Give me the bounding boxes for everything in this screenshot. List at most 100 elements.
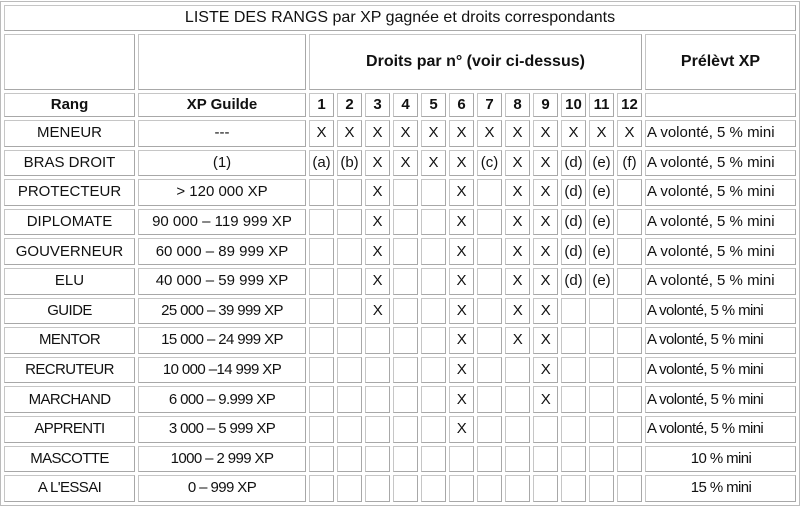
droit-cell: X (505, 267, 530, 295)
droit-cell (365, 475, 390, 502)
droit-cell (477, 415, 502, 443)
droit-cell: (d) (561, 149, 586, 177)
droit-cell (617, 356, 642, 384)
droit-cell (421, 179, 446, 206)
droit-cell (421, 356, 446, 384)
droit-cell (393, 297, 418, 325)
droit-cell (421, 238, 446, 265)
droit-cell: X (533, 267, 558, 295)
prelevement-cell: A volonté, 5 % mini (645, 179, 796, 206)
droit-cell (309, 356, 334, 384)
droit-cell (393, 386, 418, 413)
droit-cell: X (533, 238, 558, 265)
droit-cell (505, 445, 530, 473)
prelevement-cell: A volonté, 5 % mini (645, 208, 796, 236)
droit-cell (561, 356, 586, 384)
rang-cell: DIPLOMATE (4, 208, 135, 236)
droit-cell: X (449, 356, 474, 384)
droit-cell (365, 327, 390, 354)
prelevement-header: Prélèvt XP (645, 34, 796, 90)
prelevement-cell: A volonté, 5 % mini (645, 327, 796, 354)
droit-cell (309, 267, 334, 295)
droit-cell: X (449, 327, 474, 354)
droit-number-header: 1 (309, 93, 334, 117)
rang-cell: PROTECTEUR (4, 179, 135, 206)
xp-header: XP Guilde (138, 93, 306, 117)
header-row: Droits par n° (voir ci-dessus) Prélèvt X… (4, 34, 796, 90)
table-title: LISTE DES RANGS par XP gagnée et droits … (4, 5, 796, 31)
table-row: DIPLOMATE 90 000 – 119 999 XP X X X X (d) (e) A … (4, 208, 796, 236)
droit-cell: (e) (589, 208, 614, 236)
droit-cell: X (449, 238, 474, 265)
droit-cell (309, 386, 334, 413)
droit-cell (365, 386, 390, 413)
droit-number-header: 11 (589, 93, 614, 117)
xp-cell: 90 000 – 119 999 XP (138, 208, 306, 236)
table-row: A L'ESSAI 0 – 999 XP 15 % mini (4, 475, 796, 502)
droit-cell (337, 297, 362, 325)
droit-cell: (e) (589, 149, 614, 177)
prelevement-cell: A volonté, 5 % mini (645, 386, 796, 413)
droit-cell: X (449, 120, 474, 147)
droit-cell: X (533, 297, 558, 325)
droit-cell: X (533, 179, 558, 206)
column-header-row: Rang XP Guilde 1 2 3 4 5 6 7 8 9 10 11 12 (4, 93, 796, 117)
xp-cell: (1) (138, 149, 306, 177)
droit-cell (309, 297, 334, 325)
xp-cell: 1000 – 2 999 XP (138, 445, 306, 473)
droit-cell: X (533, 149, 558, 177)
droit-cell (589, 297, 614, 325)
droit-cell (309, 327, 334, 354)
droit-cell (421, 267, 446, 295)
droit-cell: X (449, 386, 474, 413)
droit-cell: (c) (477, 149, 502, 177)
droit-cell: X (505, 120, 530, 147)
droit-cell (337, 415, 362, 443)
droit-cell: X (365, 297, 390, 325)
prelevement-cell: A volonté, 5 % mini (645, 238, 796, 265)
droit-cell (505, 386, 530, 413)
droit-cell (477, 208, 502, 236)
droit-cell (589, 356, 614, 384)
droit-cell: X (533, 208, 558, 236)
table-row: MARCHAND 6 000 – 9.999 XP X X A volonté, 5 %… (4, 386, 796, 413)
droit-cell (309, 475, 334, 502)
droit-cell: X (421, 149, 446, 177)
droit-cell (617, 445, 642, 473)
droit-cell (477, 238, 502, 265)
rang-cell: MENTOR (4, 327, 135, 354)
table-row: MENEUR --- X X X X X X X X X X X X A volonté, 5 % mini (4, 120, 796, 147)
droit-cell: (d) (561, 238, 586, 265)
droit-cell: X (365, 120, 390, 147)
xp-cell: 60 000 – 89 999 XP (138, 238, 306, 265)
droit-cell (421, 445, 446, 473)
table-row: MASCOTTE 1000 – 2 999 XP 10 % mini (4, 445, 796, 473)
droit-cell (505, 475, 530, 502)
xp-cell: 15 000 – 24 999 XP (138, 327, 306, 354)
title-row: LISTE DES RANGS par XP gagnée et droits … (4, 5, 796, 31)
droit-cell (393, 327, 418, 354)
droit-cell (337, 208, 362, 236)
table-row: ELU 40 000 – 59 999 XP X X X X (d) (e) A volonté… (4, 267, 796, 295)
droit-cell (561, 475, 586, 502)
prelevement-cell: A volonté, 5 % mini (645, 149, 796, 177)
droit-cell (561, 297, 586, 325)
rang-cell: A L'ESSAI (4, 475, 135, 502)
droit-number-header: 7 (477, 93, 502, 117)
droit-cell: X (589, 120, 614, 147)
rang-cell: GUIDE (4, 297, 135, 325)
rang-cell: MENEUR (4, 120, 135, 147)
droit-cell (589, 386, 614, 413)
droit-cell (533, 475, 558, 502)
droit-cell (365, 445, 390, 473)
droit-number-header: 3 (365, 93, 390, 117)
prelevement-cell: 10 % mini (645, 445, 796, 473)
droit-number-header: 4 (393, 93, 418, 117)
droit-cell: X (505, 327, 530, 354)
droit-cell (449, 445, 474, 473)
droit-number-header: 12 (617, 93, 642, 117)
prelevement-cell: A volonté, 5 % mini (645, 120, 796, 147)
xp-cell: 25 000 – 39 999 XP (138, 297, 306, 325)
droit-cell (505, 356, 530, 384)
